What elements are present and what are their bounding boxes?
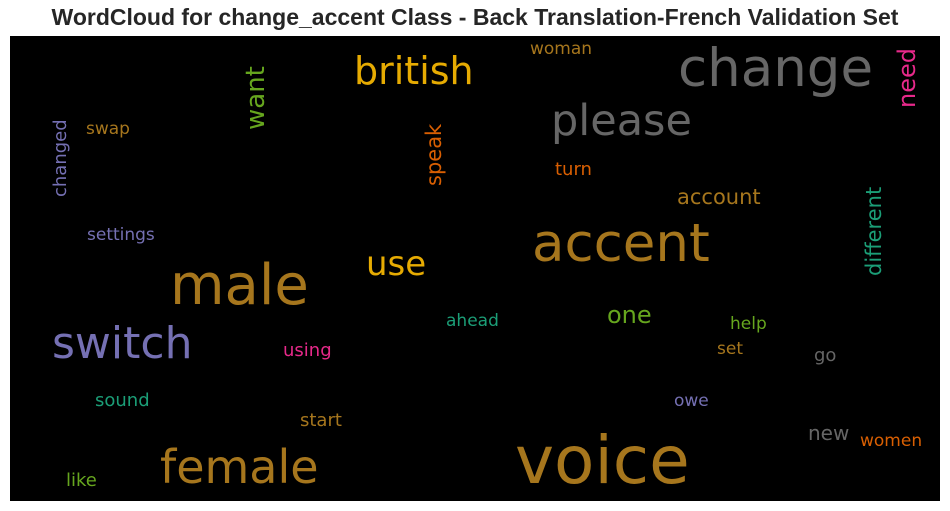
word-switch: switch <box>52 318 193 369</box>
word-changed: changed <box>50 119 71 197</box>
word-different: different <box>862 186 886 276</box>
word-use: use <box>366 244 427 284</box>
word-swap: swap <box>86 119 130 139</box>
word-need: need <box>893 48 921 108</box>
word-british: british <box>354 49 474 93</box>
word-settings: settings <box>87 225 155 245</box>
word-account: account <box>677 185 761 209</box>
word-sound: sound <box>95 390 150 411</box>
word-set: set <box>717 339 743 359</box>
word-woman: woman <box>530 39 593 59</box>
word-ahead: ahead <box>446 311 499 331</box>
word-help: help <box>730 314 767 334</box>
word-start: start <box>300 410 342 431</box>
word-cloud-canvas: voice change accent male female switch please b… <box>10 36 940 501</box>
word-turn: turn <box>555 159 592 180</box>
word-female: female <box>160 440 319 494</box>
word-using: using <box>283 340 332 361</box>
word-like: like <box>66 470 97 491</box>
word-new: new <box>808 421 850 445</box>
word-accent: accent <box>532 213 710 274</box>
chart-title: WordCloud for change_accent Class - Back… <box>51 4 899 30</box>
word-women: women <box>860 431 923 451</box>
word-please: please <box>551 96 692 146</box>
word-male: male <box>170 253 309 318</box>
word-speak: speak <box>422 123 446 186</box>
word-go: go <box>814 345 837 366</box>
word-voice: voice <box>515 422 690 499</box>
word-one: one <box>607 301 652 329</box>
word-want: want <box>241 66 271 130</box>
word-change: change <box>678 38 874 99</box>
word-owe: owe <box>674 391 709 411</box>
